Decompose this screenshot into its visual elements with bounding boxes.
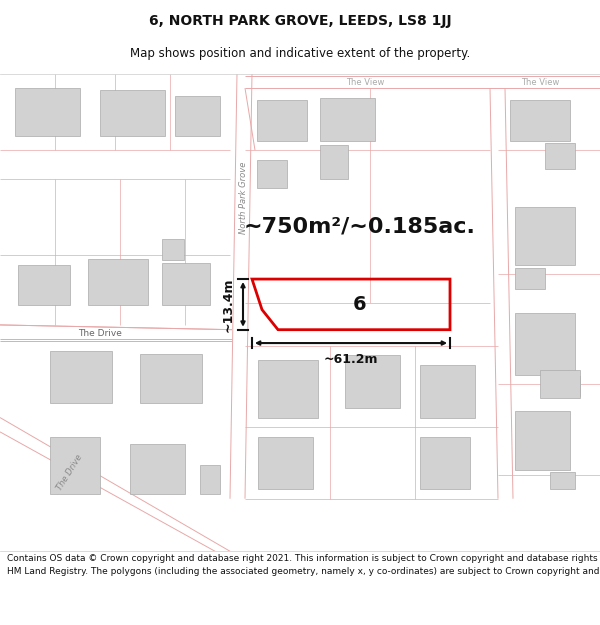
Polygon shape: [545, 142, 575, 169]
Polygon shape: [50, 351, 112, 403]
Polygon shape: [420, 365, 475, 418]
Polygon shape: [130, 444, 185, 494]
Polygon shape: [515, 268, 545, 289]
Text: ~61.2m: ~61.2m: [324, 352, 378, 366]
Text: ~13.4m: ~13.4m: [222, 277, 235, 332]
Polygon shape: [175, 96, 220, 136]
Polygon shape: [345, 356, 400, 408]
Text: 6, NORTH PARK GROVE, LEEDS, LS8 1JJ: 6, NORTH PARK GROVE, LEEDS, LS8 1JJ: [149, 14, 451, 28]
Polygon shape: [320, 98, 375, 141]
Polygon shape: [88, 259, 148, 305]
Polygon shape: [515, 411, 570, 470]
Polygon shape: [257, 160, 287, 188]
Text: Map shows position and indicative extent of the property.: Map shows position and indicative extent…: [130, 47, 470, 59]
Polygon shape: [200, 465, 220, 494]
Polygon shape: [510, 101, 570, 141]
Polygon shape: [100, 90, 165, 136]
Polygon shape: [258, 437, 313, 489]
Polygon shape: [140, 354, 202, 403]
Text: ~750m²/~0.185ac.: ~750m²/~0.185ac.: [244, 216, 476, 236]
Text: 6: 6: [353, 296, 367, 314]
Text: The Drive: The Drive: [78, 329, 122, 338]
Polygon shape: [515, 312, 575, 374]
Polygon shape: [420, 437, 470, 489]
Polygon shape: [162, 239, 184, 260]
Polygon shape: [550, 472, 575, 489]
Text: The View: The View: [521, 78, 559, 87]
Polygon shape: [257, 101, 307, 141]
Polygon shape: [50, 437, 100, 494]
Polygon shape: [550, 376, 580, 396]
Text: North Park Grove: North Park Grove: [239, 162, 248, 234]
Polygon shape: [18, 265, 70, 305]
Text: The Drive: The Drive: [55, 453, 85, 493]
Polygon shape: [162, 263, 210, 305]
Polygon shape: [540, 370, 580, 399]
Polygon shape: [258, 360, 318, 418]
Polygon shape: [515, 208, 575, 265]
Polygon shape: [15, 88, 80, 136]
Text: The View: The View: [346, 78, 384, 87]
Text: Contains OS data © Crown copyright and database right 2021. This information is : Contains OS data © Crown copyright and d…: [7, 554, 600, 576]
Polygon shape: [320, 146, 348, 179]
